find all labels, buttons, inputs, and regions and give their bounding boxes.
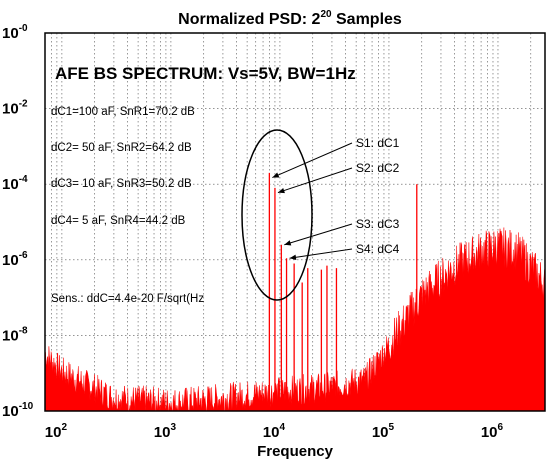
x-tick-label: 102 [45,422,68,441]
annotation-heading: AFE BS SPECTRUM: Vs=5V, BW=1Hz [55,64,356,83]
callout-arrowhead [289,254,297,260]
annotation-line-2: dC2= 50 aF, SnR2=64.2 dB [51,142,192,154]
x-axis-label: Frequency [257,443,334,460]
annotation-line-1: dC1=100 aF, SnR1=70.2 dB [51,106,195,118]
noise-floor-area [45,227,545,411]
grid-lines [45,33,545,411]
callout-label: S2: dC2 [356,161,400,175]
peak-highlight-ellipse [241,129,313,301]
callout-arrow [289,248,353,259]
y-tick-label: 10-2 [2,99,28,118]
x-tick-label: 105 [372,422,395,441]
callout-arrow [277,167,353,194]
callout-arrowhead [284,240,292,246]
x-tick-label: 103 [154,422,177,441]
callout-label: S4: dC4 [356,242,400,256]
callout-label: S1: dC1 [356,136,400,150]
callout-arrowhead [277,187,285,194]
y-tick-label: 10-8 [2,325,28,344]
y-tick-label: 10-10 [2,401,34,420]
x-axis-ticks: 102 103 104 105 106 [45,422,504,441]
y-tick-label: 10-6 [2,250,28,269]
x-tick-label: 104 [263,422,286,441]
callout-arrowhead [272,172,280,178]
chart-title: Normalized PSD: 220 Samples [178,9,402,28]
y-axis-ticks: 10-0 10-2 10-4 10-6 10-8 10-10 [2,23,34,420]
psd-series [45,172,545,411]
y-tick-label: 10-4 [2,174,28,193]
callout-label: S3: dC3 [356,217,400,231]
callouts: S1: dC1 S2: dC2 S3: dC3 S4: dC4 [272,136,400,260]
x-tick-label: 106 [481,422,504,441]
callout-arrow [272,142,353,179]
y-tick-label: 10-0 [2,23,28,42]
annotation-sensitivity: Sens.: ddC=4.4e-20 F/sqrt(Hz [51,293,204,305]
plot-frame [44,32,546,412]
annotation-line-4: dC4= 5 aF, SnR4=44.2 dB [51,215,186,227]
annotation-line-3: dC3= 10 aF, SnR3=50.2 dB [51,178,192,190]
callout-arrow [284,223,353,246]
